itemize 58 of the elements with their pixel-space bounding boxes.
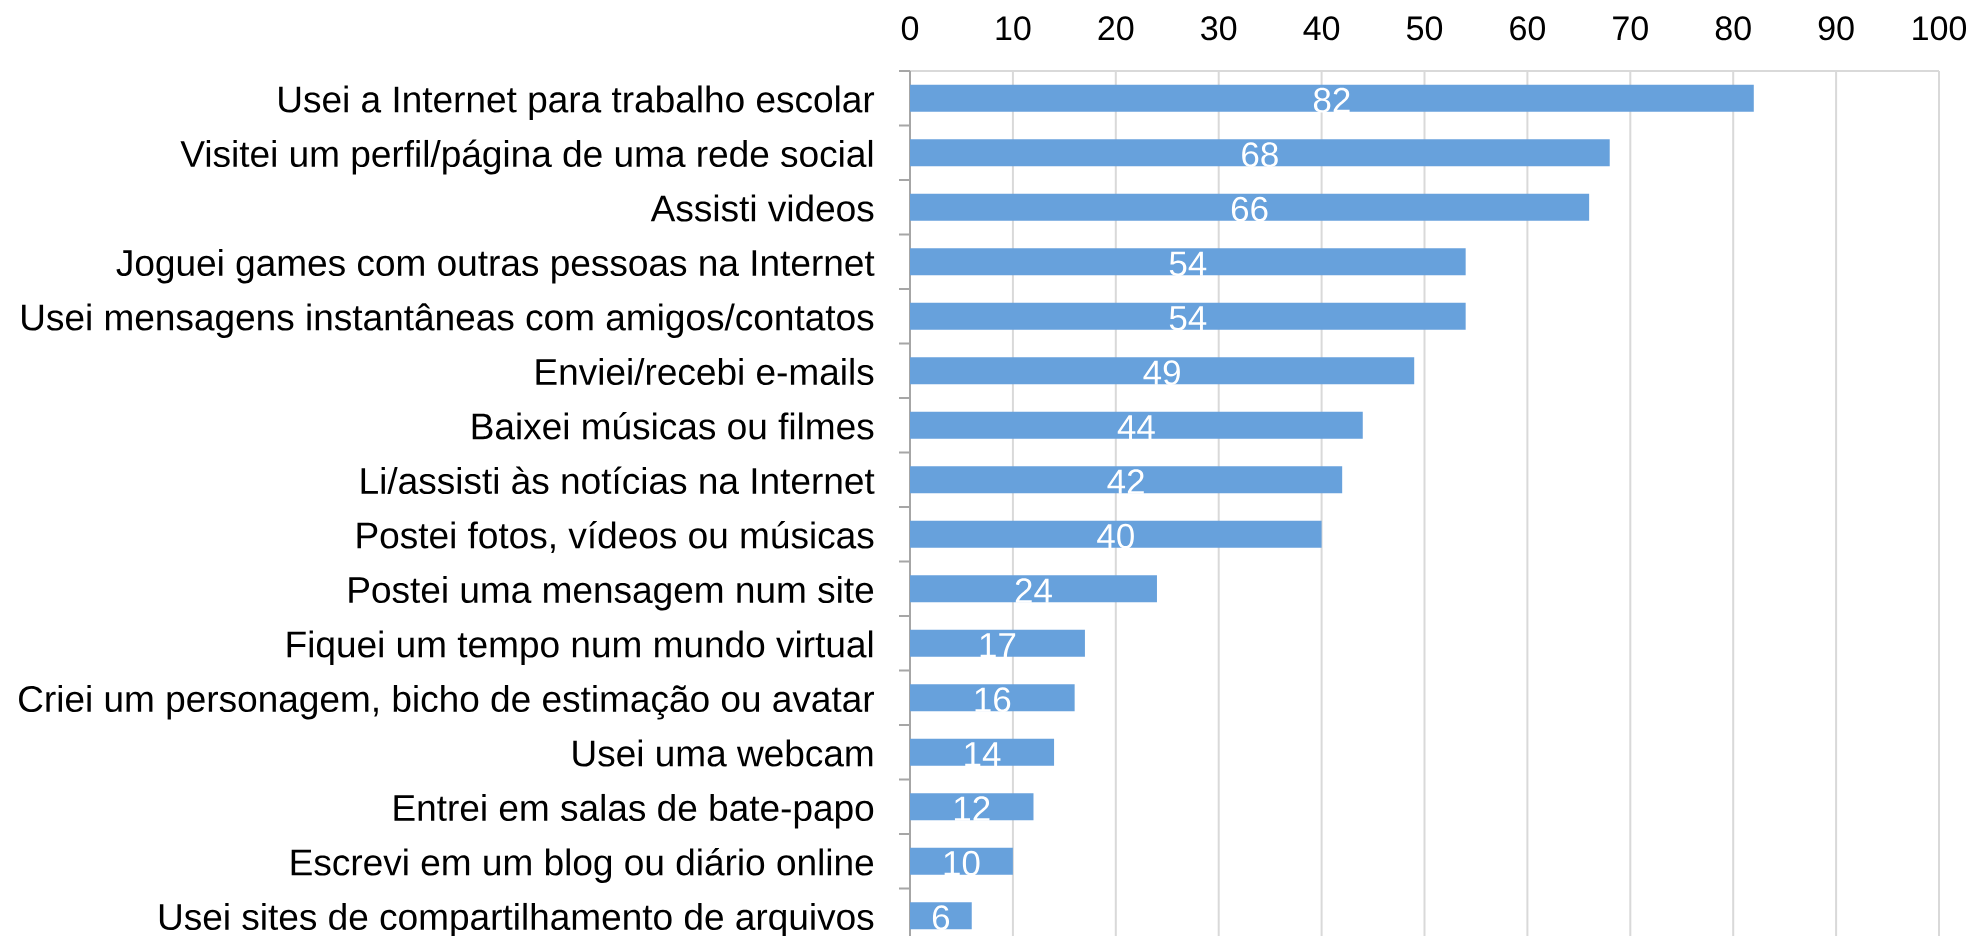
y-tick-label: Enviei/recebi e-mails — [536, 357, 874, 386]
data-label: 40 — [1097, 523, 1134, 549]
y-tick-label: Escrevi em um blog ou diário online — [291, 848, 874, 883]
x-tick-label: 100 — [1913, 16, 1967, 41]
bar — [910, 902, 972, 930]
bar — [910, 466, 1343, 494]
data-label: 12 — [954, 796, 990, 821]
y-tick-label: Assisti videos — [650, 194, 874, 222]
data-label: 68 — [1242, 142, 1278, 168]
bar — [910, 193, 1590, 221]
y-tick-label: Usei uma webcam — [573, 739, 873, 767]
data-label: 82 — [1313, 87, 1350, 113]
bar — [910, 684, 1075, 712]
x-tick-label: 30 — [1201, 16, 1237, 41]
data-label: 42 — [1107, 469, 1144, 494]
y-tick-label: Baixei músicas ou filmes — [472, 411, 874, 440]
x-tick-label: 50 — [1406, 16, 1443, 41]
data-label: 54 — [1169, 306, 1207, 331]
x-tick-label: 10 — [996, 16, 1031, 41]
data-label: 10 — [944, 850, 980, 876]
bar — [910, 139, 1610, 167]
data-label: 14 — [965, 742, 1001, 767]
y-tick-label: Criei um personagem, bicho de estimação ou avatar — [19, 684, 874, 720]
data-label: 44 — [1117, 415, 1155, 440]
x-tick-label: 90 — [1818, 16, 1854, 41]
data-label: 17 — [980, 633, 1016, 658]
bar — [910, 629, 1085, 657]
x-tick-label: 40 — [1303, 16, 1340, 41]
y-tick-label: Usei a Internet para trabalho escolar — [279, 85, 875, 120]
bar — [910, 357, 1415, 385]
y-tick-label: Joguei games com outras pessoas na Internet — [116, 248, 875, 284]
y-tick-label: Visitei um perfil/página de uma rede social — [180, 139, 873, 175]
y-tick-label: Postei fotos, vídeos ou músicas — [357, 520, 874, 553]
y-tick-label: Fiquei um tempo num mundo virtual — [287, 630, 873, 665]
data-label: 16 — [975, 687, 1011, 713]
y-tick-label: Postei uma mensagem num site — [349, 575, 874, 611]
y-tick-label: Li/assisti às notícias na Internet — [361, 466, 875, 495]
bar — [910, 302, 1466, 330]
bar — [910, 575, 1157, 603]
x-tick-label: 70 — [1613, 16, 1648, 41]
bar — [910, 84, 1754, 112]
bar — [910, 248, 1466, 276]
x-tick-label: 60 — [1510, 16, 1545, 41]
data-label: 66 — [1231, 196, 1268, 222]
y-tick-label: Entrei em salas de bate-papo — [394, 793, 874, 829]
bar — [910, 738, 1055, 766]
bar — [910, 520, 1322, 548]
x-tick-label: 20 — [1098, 16, 1134, 41]
x-tick-label: 80 — [1715, 16, 1751, 41]
bar — [910, 411, 1363, 439]
bar — [910, 793, 1034, 821]
y-tick-label: Usei mensagens instantâneas com amigos/contatos — [22, 303, 874, 338]
data-label: 6 — [932, 905, 950, 931]
data-label: 54 — [1169, 251, 1207, 277]
data-label: 24 — [1015, 578, 1052, 603]
data-label: 49 — [1143, 360, 1180, 386]
bar — [910, 847, 1013, 875]
x-tick-label: 0 — [901, 16, 919, 41]
